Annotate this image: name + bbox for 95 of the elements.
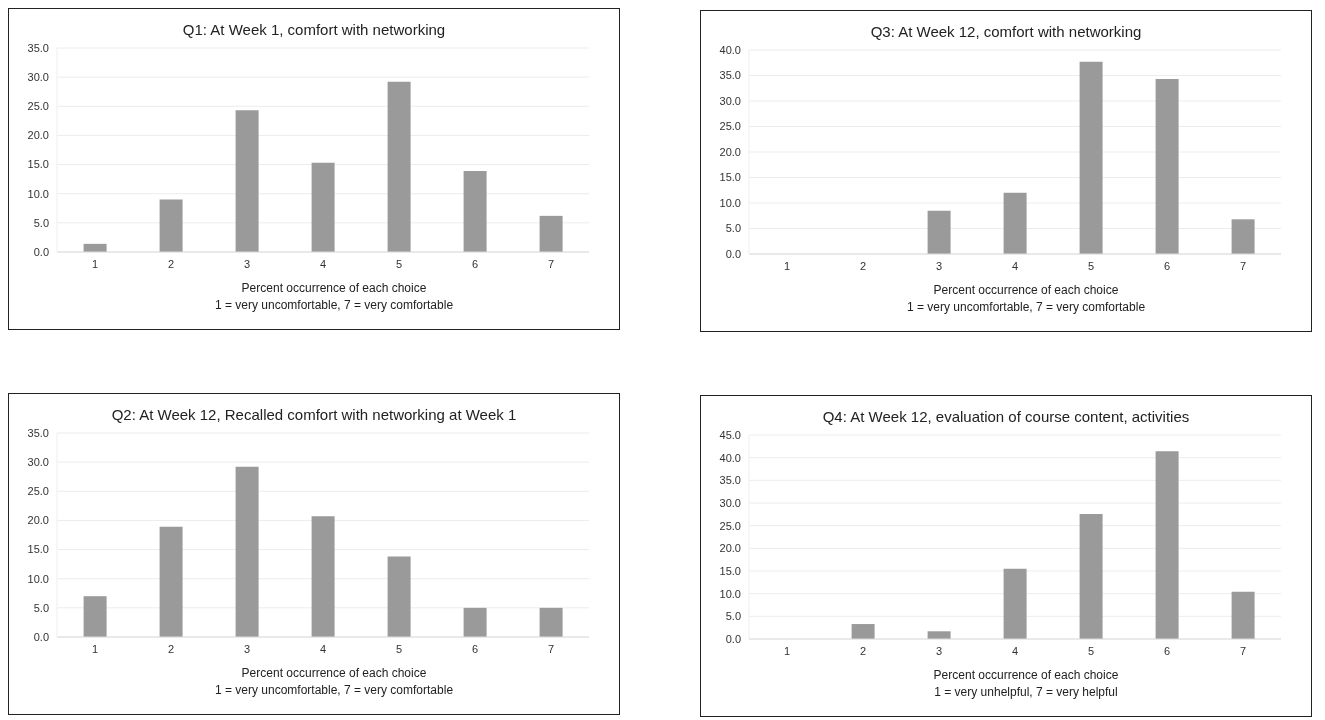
chart-title: Q2: At Week 12, Recalled comfort with networking at Week 1 — [110, 406, 518, 423]
x-tick-label: 6 — [1163, 259, 1171, 272]
bar — [387, 556, 411, 637]
x-tick-label: 7 — [1239, 644, 1247, 657]
y-tick-label: 15.0 — [719, 564, 741, 577]
y-tick-label: 35.0 — [719, 69, 741, 82]
bar — [311, 162, 335, 252]
bar — [927, 210, 951, 254]
bar — [311, 516, 335, 637]
x-axis-title: Percent occurrence of each choice 1 = very uncomfortable, 7 = very comfortable — [213, 665, 455, 699]
y-tick-label: 40.0 — [719, 43, 741, 56]
y-tick-label: 30.0 — [719, 496, 741, 509]
bar — [1079, 513, 1103, 639]
bar — [539, 607, 563, 637]
y-tick-label: 25.0 — [719, 519, 741, 532]
y-tick-label: 30.0 — [27, 71, 49, 84]
bar — [159, 526, 183, 637]
y-tick-label: 15.0 — [719, 171, 741, 184]
x-axis-title: Percent occurrence of each choice 1 = very uncomfortable, 7 = very comfortable — [213, 280, 455, 314]
x-tick-label: 3 — [935, 644, 943, 657]
y-tick-label: 0.0 — [725, 632, 741, 645]
bar — [1155, 451, 1179, 639]
bar — [463, 607, 487, 637]
x-tick-label: 5 — [1087, 259, 1095, 272]
bar — [387, 81, 411, 252]
x-tick-label: 3 — [243, 257, 251, 270]
x-tick-label: 1 — [91, 257, 99, 270]
y-tick-label: 10.0 — [27, 572, 49, 585]
y-tick-label: 35.0 — [719, 474, 741, 487]
x-tick-label: 4 — [1011, 644, 1019, 657]
y-tick-label: 5.0 — [725, 222, 741, 235]
bar — [1003, 192, 1027, 254]
y-tick-label: 10.0 — [719, 587, 741, 600]
y-tick-label: 20.0 — [719, 542, 741, 555]
y-tick-label: 30.0 — [719, 94, 741, 107]
y-tick-label: 20.0 — [27, 129, 49, 142]
y-tick-label: 20.0 — [27, 514, 49, 527]
y-tick-label: 20.0 — [719, 145, 741, 158]
x-tick-label: 5 — [1087, 644, 1095, 657]
x-tick-label: 5 — [395, 257, 403, 270]
x-tick-label: 1 — [783, 259, 791, 272]
y-tick-label: 10.0 — [719, 196, 741, 209]
x-tick-label: 7 — [547, 257, 555, 270]
x-tick-label: 4 — [319, 642, 327, 655]
chart-title: Q1: At Week 1, comfort with networking — [181, 21, 447, 38]
bar — [851, 624, 875, 639]
x-tick-label: 3 — [935, 259, 943, 272]
bar — [159, 199, 183, 252]
x-tick-label: 2 — [859, 644, 867, 657]
y-tick-label: 10.0 — [27, 187, 49, 200]
y-tick-label: 0.0 — [33, 630, 49, 643]
y-tick-label: 15.0 — [27, 543, 49, 556]
x-tick-label: 4 — [319, 257, 327, 270]
chart-title: Q3: At Week 12, comfort with networking — [869, 23, 1143, 40]
bar — [1079, 61, 1103, 254]
y-tick-label: 5.0 — [33, 216, 49, 229]
y-tick-label: 5.0 — [33, 601, 49, 614]
bar — [539, 215, 563, 252]
y-tick-label: 25.0 — [27, 485, 49, 498]
bar — [1231, 591, 1255, 639]
x-tick-label: 1 — [91, 642, 99, 655]
y-tick-label: 25.0 — [27, 100, 49, 113]
x-tick-label: 6 — [1163, 644, 1171, 657]
x-tick-label: 6 — [471, 257, 479, 270]
x-tick-label: 2 — [167, 642, 175, 655]
x-tick-label: 2 — [167, 257, 175, 270]
x-tick-label: 6 — [471, 642, 479, 655]
bar — [83, 596, 107, 637]
y-tick-label: 25.0 — [719, 120, 741, 133]
y-tick-label: 40.0 — [719, 451, 741, 464]
x-tick-label: 4 — [1011, 259, 1019, 272]
bar — [235, 466, 259, 637]
y-tick-label: 45.0 — [719, 428, 741, 441]
y-tick-label: 0.0 — [33, 245, 49, 258]
y-tick-label: 15.0 — [27, 158, 49, 171]
x-tick-label: 7 — [547, 642, 555, 655]
y-tick-label: 35.0 — [27, 41, 49, 54]
x-tick-label: 5 — [395, 642, 403, 655]
x-tick-label: 3 — [243, 642, 251, 655]
bar — [235, 110, 259, 252]
x-tick-label: 2 — [859, 259, 867, 272]
x-axis-title: Percent occurrence of each choice 1 = very unhelpful, 7 = very helpful — [932, 667, 1120, 701]
x-tick-label: 7 — [1239, 259, 1247, 272]
bar — [1155, 79, 1179, 254]
y-tick-label: 35.0 — [27, 426, 49, 439]
bar — [927, 631, 951, 639]
bar — [1003, 568, 1027, 639]
bar — [1231, 219, 1255, 254]
x-tick-label: 1 — [783, 644, 791, 657]
y-tick-label: 30.0 — [27, 456, 49, 469]
y-tick-label: 5.0 — [725, 610, 741, 623]
bar — [463, 170, 487, 252]
x-axis-title: Percent occurrence of each choice 1 = very uncomfortable, 7 = very comfortable — [905, 282, 1147, 316]
y-tick-label: 0.0 — [725, 247, 741, 260]
chart-title: Q4: At Week 12, evaluation of course content, activities — [821, 408, 1191, 425]
